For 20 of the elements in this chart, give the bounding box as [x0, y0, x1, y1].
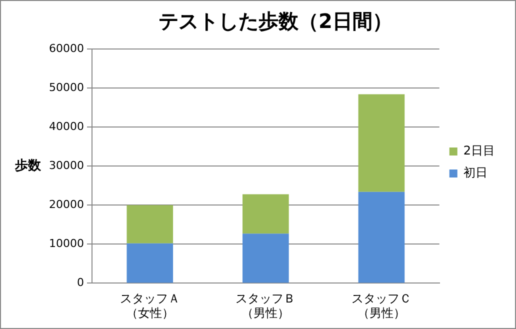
bar [126, 243, 174, 283]
x-tick-label: スタッフＢ（男性） [236, 292, 296, 320]
bar [242, 194, 289, 234]
y-axis-title: 歩数 [14, 158, 42, 174]
y-tick-label: 30000 [48, 158, 84, 172]
chart-title: テストした歩数（2日間） [158, 9, 392, 34]
y-tick-label: 20000 [48, 198, 84, 211]
y-tick-label: 50000 [48, 80, 84, 94]
legend-label: 初日 [463, 166, 488, 180]
bar [358, 94, 405, 192]
bar [126, 205, 174, 244]
x-tick-label: スタッフＣ（男性） [351, 292, 412, 320]
legend-label: 2日目 [463, 144, 496, 158]
y-tick-label: 60000 [48, 42, 84, 55]
bar [242, 234, 289, 283]
y-tick-label: 40000 [48, 120, 84, 133]
x-tick-label: スタッフＡ（女性） [120, 292, 180, 320]
y-tick-label: 10000 [48, 237, 84, 250]
bar [358, 192, 405, 283]
y-tick-label: 0 [76, 276, 84, 290]
